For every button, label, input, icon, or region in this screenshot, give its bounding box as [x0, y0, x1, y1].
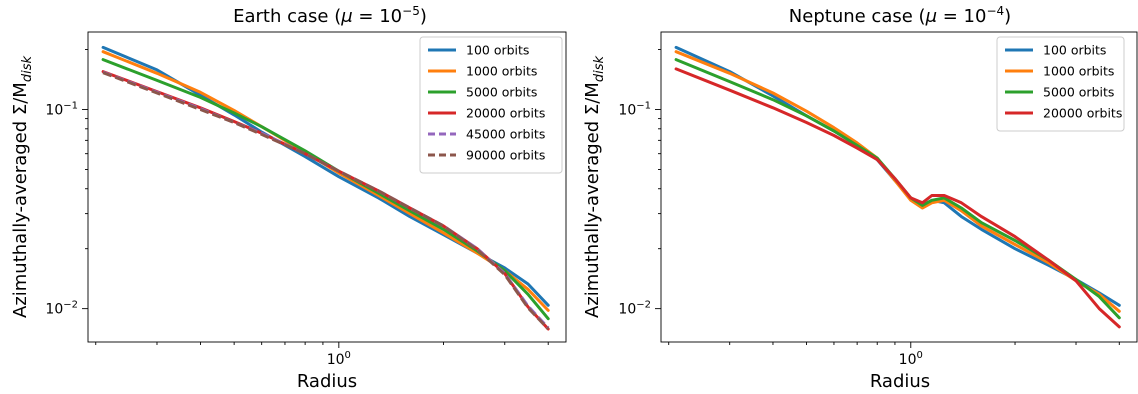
earth-case-y-axis-label: Azimuthally-averaged Σ/Mdisk [10, 56, 35, 318]
earth-case-title: Earth case (μ = 10−5) [233, 4, 427, 27]
earth-case-legend-label: 20000 orbits [466, 106, 545, 121]
neptune-case-legend-box [996, 36, 1125, 132]
neptune-case-x-tick-label: 100 [899, 350, 923, 368]
earth-case-axes-frame [87, 31, 567, 343]
neptune-case-title: Neptune case (μ = 10−4) [789, 4, 1011, 27]
neptune-case-y-tick-label: 10−2 [618, 300, 651, 318]
earth-case-legend-label: 45000 orbits [466, 127, 545, 142]
earth-case-ticks: 100 10−2 10−1 [45, 49, 549, 368]
earth-case-legend-label: 100 orbits [466, 43, 529, 58]
neptune-case-y-tick-label: 10−1 [618, 101, 651, 119]
neptune-case-legend-label: 20000 orbits [1043, 106, 1122, 121]
neptune-case-axes-frame [660, 31, 1138, 343]
neptune-case-legend-label: 1000 orbits [1043, 64, 1114, 79]
earth-case-legend: 100 orbits 1000 orbits 5000 orbits 20000 or… [419, 36, 563, 174]
earth-case-legend-label: 5000 orbits [466, 85, 537, 100]
earth-case-legend-label: 90000 orbits [466, 148, 545, 163]
neptune-case-legend: 100 orbits 1000 orbits 5000 orbits 20000 or… [996, 36, 1125, 132]
earth-case-series-90000-orbits [102, 71, 550, 331]
earth-case-lines [101, 45, 550, 331]
earth-case-x-tick-label: 100 [327, 350, 351, 368]
neptune-case-ticks: 100 10−2 10−1 [618, 49, 1120, 368]
earth-case-panel: Earth case (μ = 10−5) 100 10−2 10−1 Radius… [10, 4, 567, 392]
neptune-case-series-20000-orbits [674, 67, 1121, 329]
neptune-case-legend-label: 5000 orbits [1043, 85, 1114, 100]
earth-case-legend-label: 1000 orbits [466, 64, 537, 79]
earth-case-x-axis-label: Radius [297, 371, 357, 392]
neptune-case-x-axis-label: Radius [870, 371, 930, 392]
neptune-case-series-1000-orbits [674, 50, 1121, 313]
neptune-case-y-axis-label: Azimuthally-averaged Σ/Mdisk [582, 56, 607, 318]
neptune-case-lines [674, 45, 1121, 329]
earth-case-y-tick-label: 10−1 [45, 101, 78, 119]
earth-case-y-tick-label: 10−2 [45, 300, 78, 318]
neptune-case-legend-label: 100 orbits [1043, 43, 1106, 58]
neptune-case-panel: Neptune case (μ = 10−4) 100 10−2 10−1 Radi… [582, 4, 1138, 392]
